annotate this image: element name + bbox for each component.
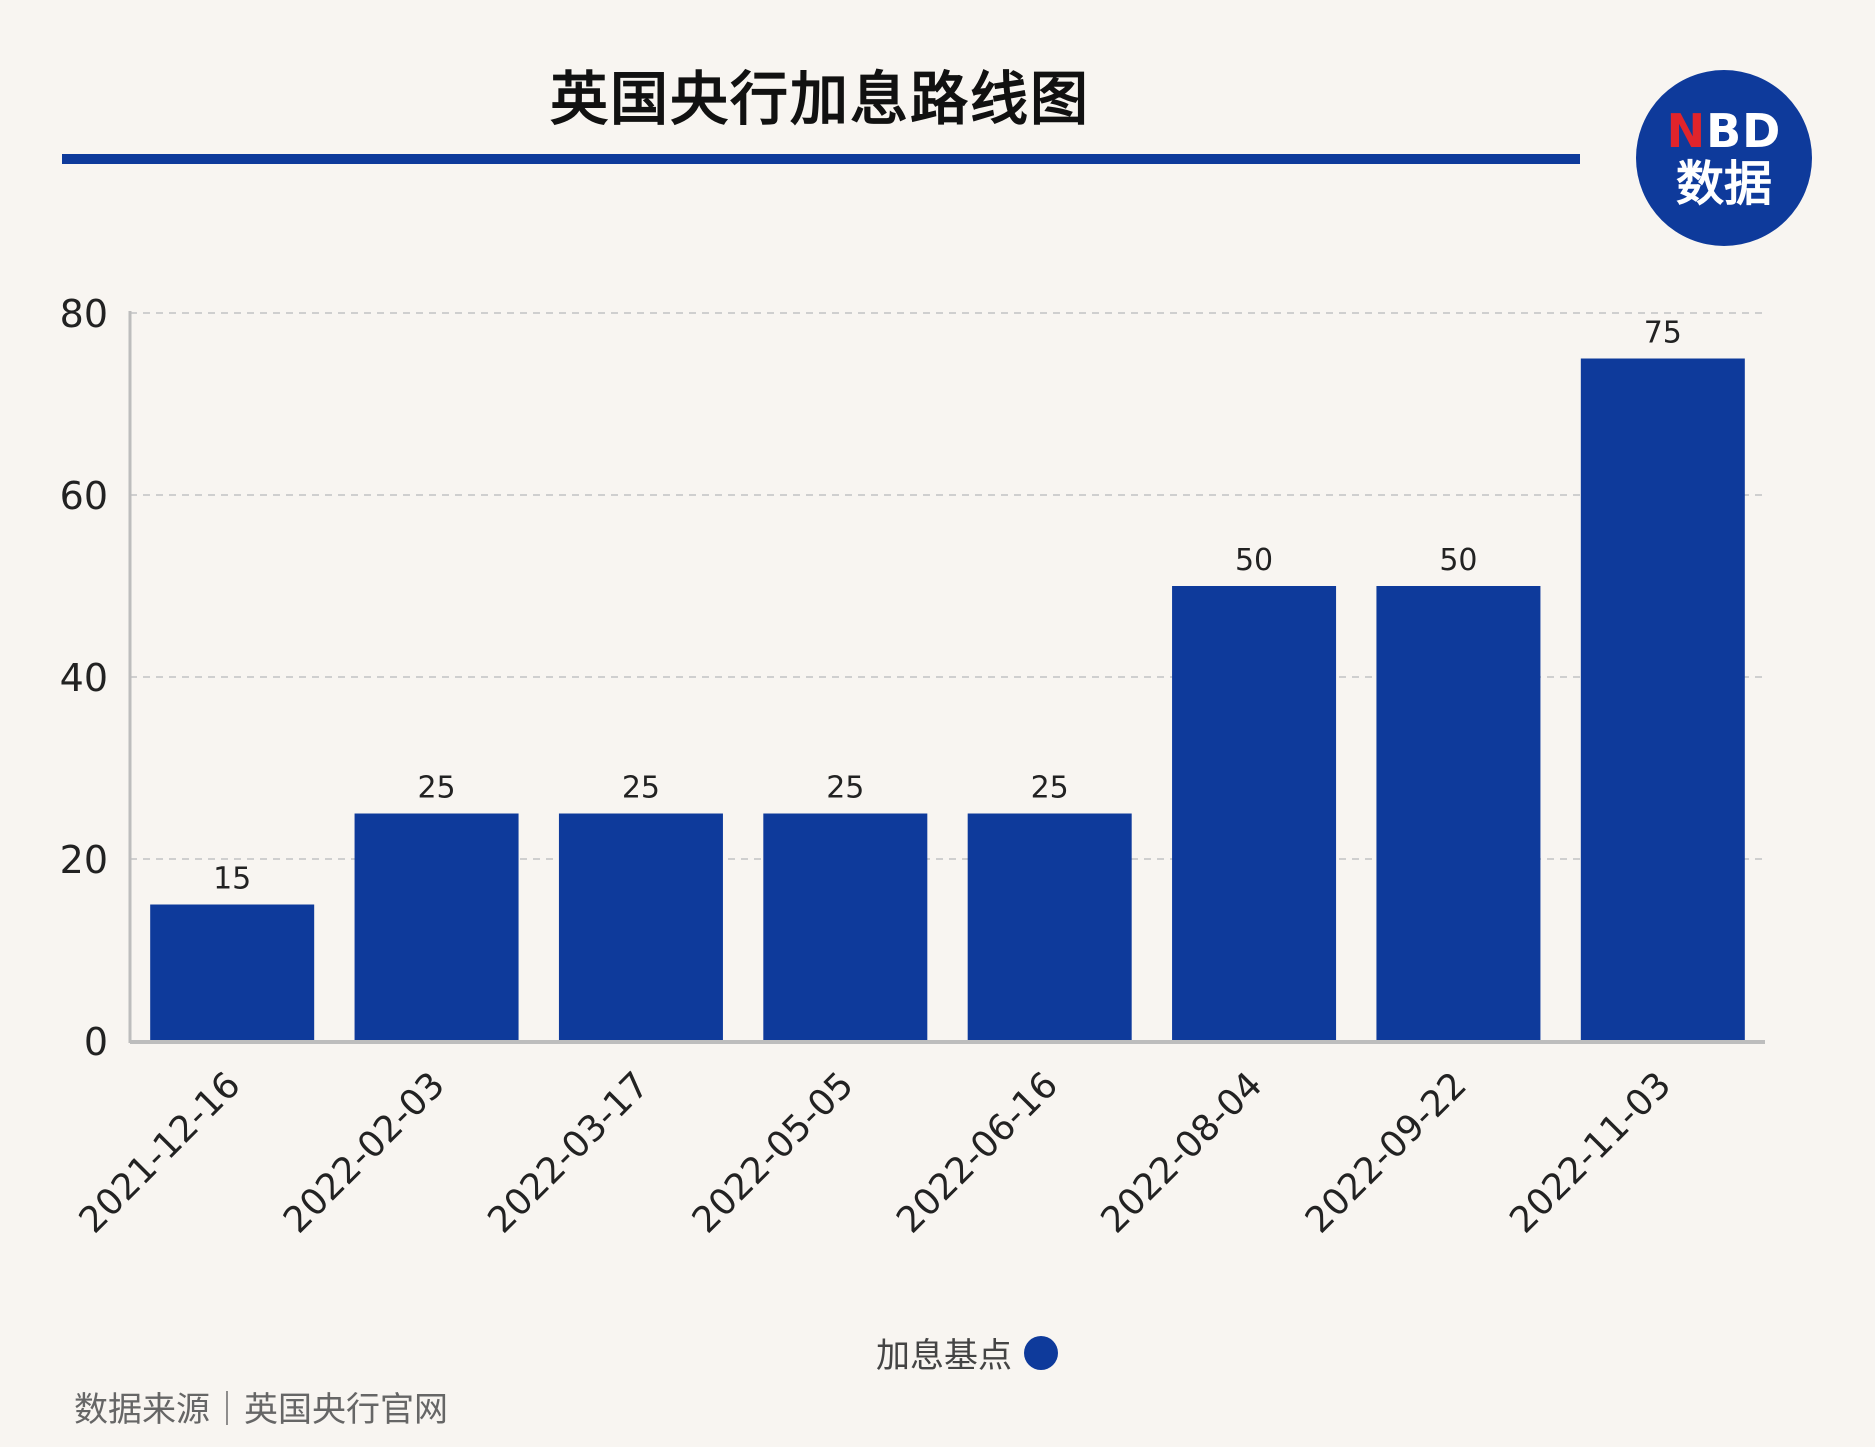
bar-value-label: 25 bbox=[1031, 771, 1069, 806]
x-tick-label: 2022-03-17 bbox=[480, 1064, 657, 1241]
bar-value-label: 25 bbox=[826, 771, 864, 806]
bar bbox=[558, 813, 723, 1041]
y-tick-label: 20 bbox=[60, 838, 108, 882]
bars bbox=[150, 358, 1745, 1041]
x-tick-label: 2022-09-22 bbox=[1298, 1064, 1475, 1241]
chart-title: 英国央行加息路线图 bbox=[549, 65, 1090, 133]
nbd-logo: NBD 数据 bbox=[1636, 70, 1812, 246]
bar-chart: 0 20 40 60 80 2021-12-16 2022-02-03 2022-03-17… bbox=[60, 292, 1766, 1241]
bar bbox=[1376, 586, 1541, 1041]
x-tick-label: 2022-05-05 bbox=[685, 1064, 862, 1241]
bar bbox=[1580, 358, 1745, 1041]
bar bbox=[1172, 586, 1337, 1041]
bar-value-label: 50 bbox=[1439, 543, 1477, 578]
data-labels: 15 25 25 25 25 50 50 75 bbox=[213, 316, 1682, 897]
bar bbox=[763, 813, 928, 1041]
source-note: 数据来源｜英国央行官网 bbox=[74, 1390, 448, 1430]
title-underline bbox=[62, 154, 1580, 164]
x-axis-ticks: 2021-12-16 2022-02-03 2022-03-17 2022-05-05… bbox=[72, 1064, 1680, 1241]
logo-text-top: NBD bbox=[1666, 104, 1782, 158]
bar-value-label: 25 bbox=[622, 771, 660, 806]
y-tick-label: 40 bbox=[60, 656, 108, 700]
bar-value-label: 50 bbox=[1235, 543, 1273, 578]
legend-label: 加息基点 bbox=[876, 1336, 1012, 1376]
legend-swatch-dot bbox=[1024, 1335, 1058, 1370]
x-tick-label: 2021-12-16 bbox=[72, 1064, 249, 1241]
y-tick-label: 0 bbox=[84, 1020, 108, 1064]
bar-value-label: 25 bbox=[417, 771, 455, 806]
x-tick-label: 2022-06-16 bbox=[889, 1064, 1066, 1241]
bar bbox=[150, 904, 315, 1041]
logo-text-bottom: 数据 bbox=[1675, 156, 1772, 212]
x-tick-label: 2022-11-03 bbox=[1502, 1064, 1679, 1241]
bar bbox=[354, 813, 519, 1041]
bar-value-label: 15 bbox=[213, 862, 251, 897]
y-tick-label: 60 bbox=[60, 474, 108, 518]
x-tick-label: 2022-08-04 bbox=[1093, 1064, 1270, 1241]
y-axis-ticks: 0 20 40 60 80 bbox=[60, 292, 108, 1064]
legend: 加息基点 bbox=[876, 1328, 1058, 1377]
y-tick-label: 80 bbox=[60, 292, 108, 336]
bar-value-label: 75 bbox=[1644, 316, 1682, 351]
bar bbox=[967, 813, 1132, 1041]
x-tick-label: 2022-02-03 bbox=[276, 1064, 453, 1241]
